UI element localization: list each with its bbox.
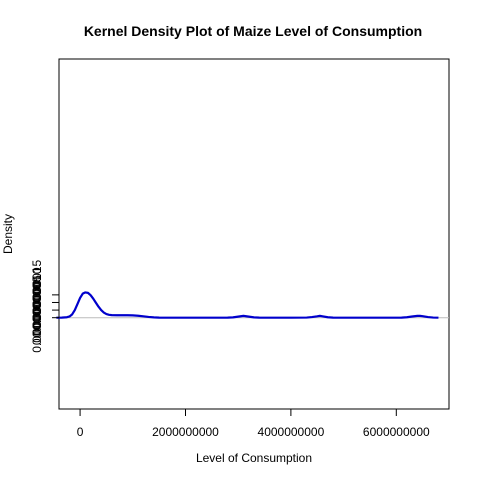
x-axis: 0 2000000000 4000000000 6000000000 [77,408,430,439]
x-axis-label: Level of Consumption [196,451,312,465]
y-tick-label: 0.000000000 [30,282,44,352]
y-axis-label: Density [1,214,15,254]
chart-title: Kernel Density Plot of Maize Level of Co… [84,23,422,39]
x-tick-label: 6000000000 [363,425,430,439]
x-tick-label: 4000000000 [258,425,325,439]
plot-frame [58,58,450,410]
y-tick-label: 0.000000010 [30,267,44,337]
y-tick-label: 0.000000015 [30,260,44,330]
x-tick-label: 2000000000 [152,425,219,439]
y-tick-label: 0.000000005 [30,275,44,345]
x-tick-label: 0 [77,425,84,439]
y-axis: 0.0000000000.0000000050.0000000100.00000… [30,260,60,353]
density-line [56,291,439,319]
